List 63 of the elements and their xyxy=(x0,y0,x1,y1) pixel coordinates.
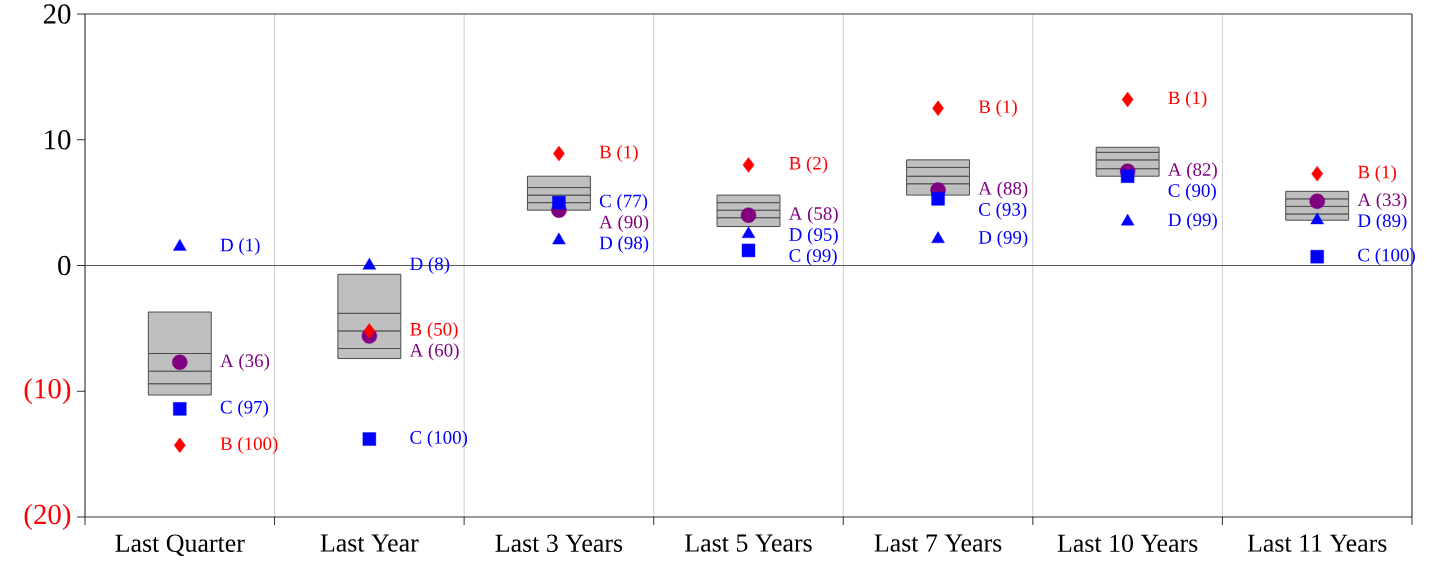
annotation: B (50) xyxy=(410,322,458,340)
point xyxy=(1120,169,1135,183)
annotation: B (1) xyxy=(599,145,638,163)
y-tick-label: 20 xyxy=(43,4,71,24)
annotation: D (98) xyxy=(599,236,649,254)
point xyxy=(552,232,566,245)
annotation: B (1) xyxy=(978,99,1017,117)
annotation: C (90) xyxy=(1168,183,1216,201)
point xyxy=(173,402,187,416)
annotation: D (95) xyxy=(789,227,838,245)
annotation: D (99) xyxy=(978,230,1028,248)
point xyxy=(931,231,945,244)
point xyxy=(1311,166,1324,182)
point xyxy=(1121,91,1134,108)
y-tick-label: 0 xyxy=(58,255,71,276)
y-tick-label: 10 xyxy=(45,130,71,150)
annotation: B (1) xyxy=(1357,165,1396,183)
annotation: C (100) xyxy=(410,430,468,448)
annotation: A (60) xyxy=(409,343,459,361)
point xyxy=(931,192,945,206)
annotation: C (93) xyxy=(979,202,1027,220)
annotation: B (1) xyxy=(1168,90,1207,109)
annotation: B (100) xyxy=(220,436,278,454)
point xyxy=(552,195,566,210)
annotation: A (90) xyxy=(599,215,649,233)
point xyxy=(1310,212,1324,225)
annotation: B (2) xyxy=(789,156,828,174)
x-tick-label: Last 7 Years xyxy=(874,534,1002,552)
y-tick-label: (20) xyxy=(24,503,71,531)
point xyxy=(932,100,944,117)
annotation: C (77) xyxy=(599,194,648,212)
point xyxy=(740,207,757,223)
point xyxy=(742,157,755,173)
point xyxy=(741,226,756,239)
x-tick-label: Last 5 Years xyxy=(685,534,812,552)
point xyxy=(362,257,377,270)
annotation: D (89) xyxy=(1357,213,1407,231)
annotation: D (1) xyxy=(220,238,260,256)
x-tick-label: Last Year xyxy=(320,534,419,552)
point xyxy=(362,432,377,446)
x-tick-label: Last 10 Years xyxy=(1057,534,1198,552)
point xyxy=(363,323,376,339)
annotation: A (82) xyxy=(1168,162,1217,180)
annotation: C (100) xyxy=(1358,248,1415,266)
x-tick-label: Last Quarter xyxy=(115,534,245,556)
annotation: D (99) xyxy=(1168,212,1217,231)
x-tick-label: Last 3 Years xyxy=(495,534,623,552)
annotation: A (88) xyxy=(978,181,1028,199)
point xyxy=(1120,213,1135,226)
y-tick-label: (10) xyxy=(24,378,71,405)
annotation: C (97) xyxy=(220,400,269,418)
point xyxy=(1309,193,1325,210)
point xyxy=(172,354,188,371)
point xyxy=(553,145,565,162)
point xyxy=(173,238,187,251)
annotation: A (36) xyxy=(220,353,270,371)
annotation: A (58) xyxy=(788,206,838,224)
x-tick-label: Last 11 Years xyxy=(1247,534,1387,552)
annotation: C (99) xyxy=(789,248,837,266)
point xyxy=(1310,250,1324,264)
point xyxy=(741,243,756,258)
point xyxy=(173,437,186,454)
annotation: A (33) xyxy=(1357,192,1407,210)
